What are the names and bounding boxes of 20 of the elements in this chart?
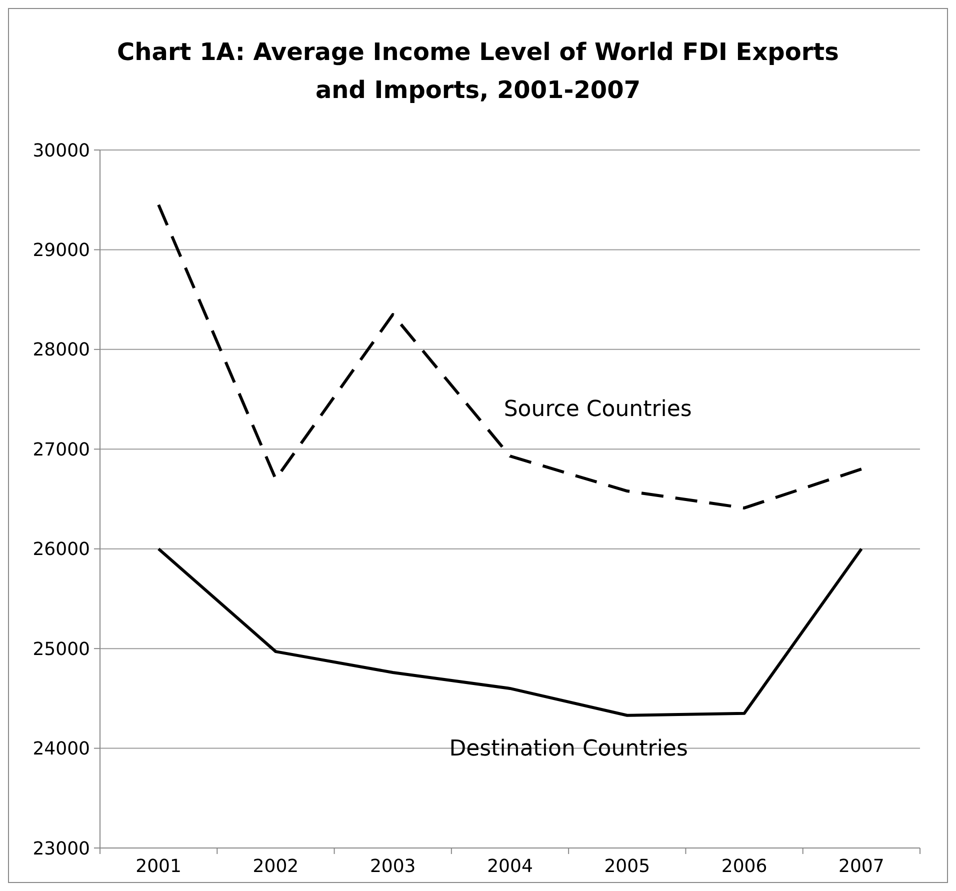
x-tick-label: 2003	[370, 856, 416, 877]
line-series	[157, 203, 863, 510]
y-tick-label: 30000	[32, 140, 90, 162]
x-tick-label: 2001	[136, 856, 182, 877]
x-tick-label: 2005	[604, 856, 650, 877]
x-tick-label: 2004	[487, 856, 533, 877]
chart-title: Chart 1A: Average Income Level of World FDI Exports and Imports, 2001-2007	[117, 38, 839, 104]
x-tick-label: 2006	[721, 856, 768, 877]
x-tick-label: 2002	[252, 856, 299, 877]
y-tick-label: 27000	[32, 439, 90, 460]
line-series	[157, 547, 863, 717]
series-label: Destination Countries	[449, 736, 688, 762]
y-tick-label: 25000	[32, 638, 90, 660]
y-tick-label: 24000	[32, 738, 90, 760]
y-tick-label: 23000	[32, 838, 90, 860]
y-tick-label: 29000	[32, 240, 90, 262]
y-tick-label: 26000	[32, 539, 90, 560]
series-label: Source Countries	[504, 397, 692, 422]
x-tick-label: 2007	[838, 856, 884, 877]
y-tick-label: 28000	[32, 340, 90, 361]
